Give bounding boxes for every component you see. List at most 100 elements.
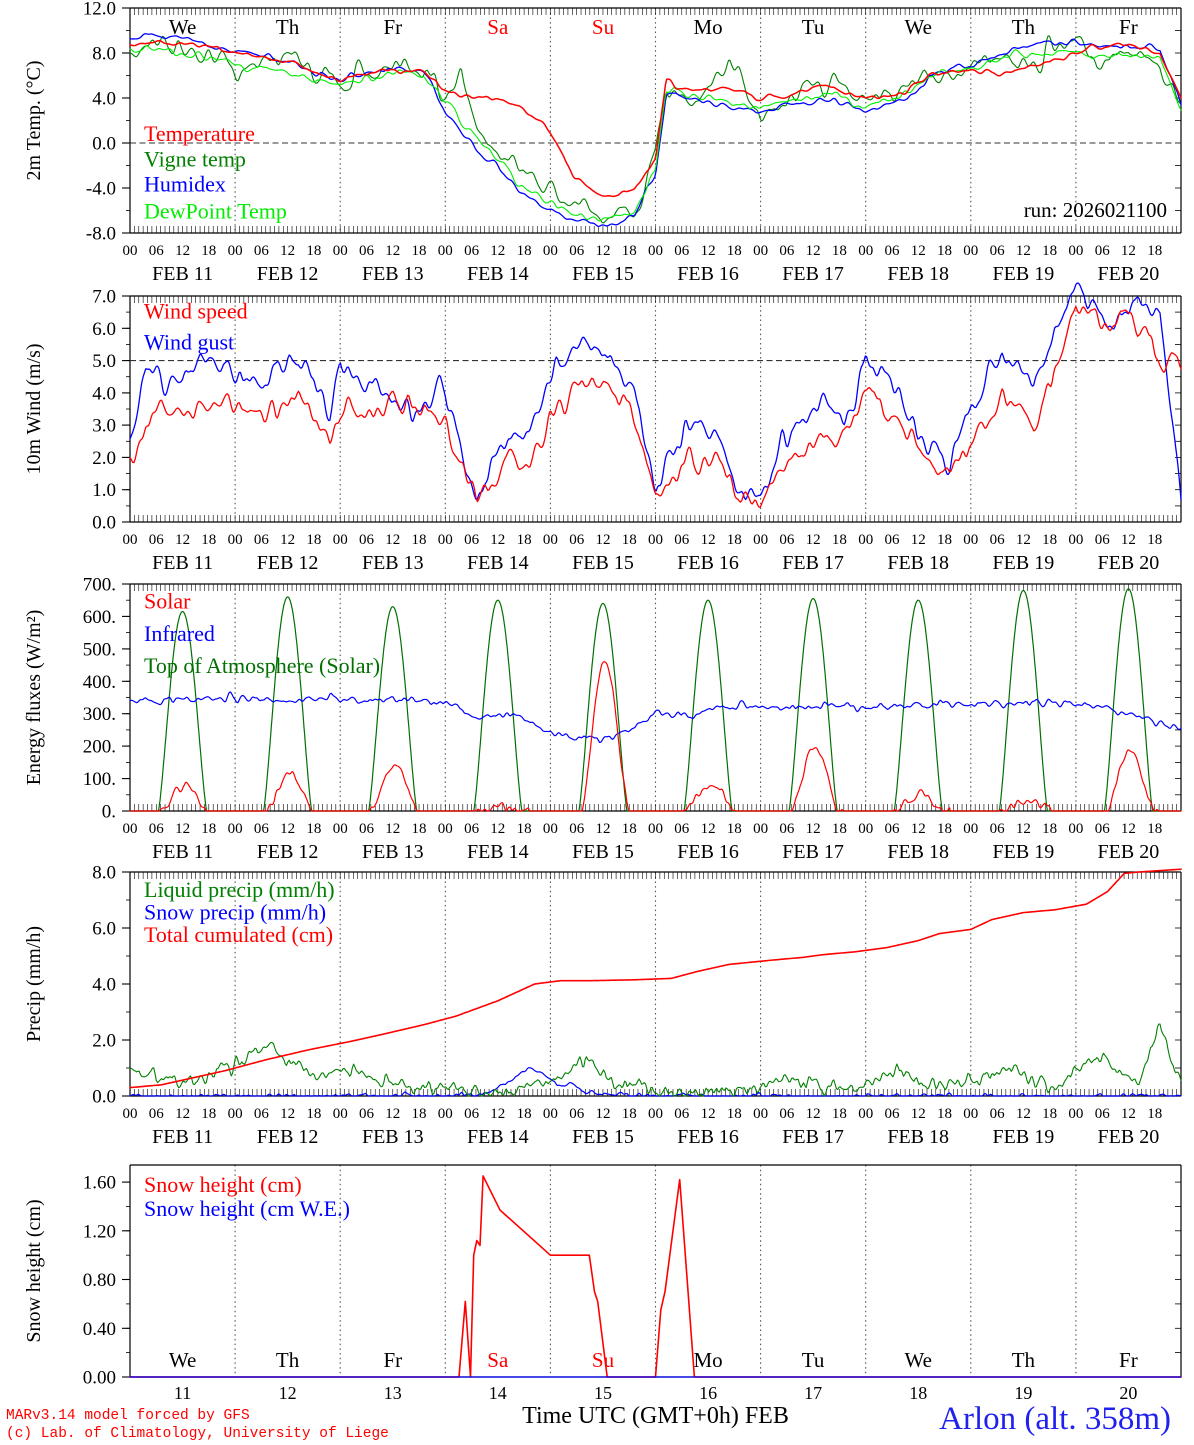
svg-text:Fr: Fr: [383, 15, 402, 39]
svg-text:00: 00: [333, 821, 348, 837]
svg-text:18: 18: [1042, 821, 1057, 837]
svg-text:06: 06: [1095, 821, 1111, 837]
svg-text:FEB 13: FEB 13: [362, 1126, 424, 1148]
svg-text:FEB 16: FEB 16: [677, 552, 739, 574]
svg-text:Top of Atmosphere (Solar): Top of Atmosphere (Solar): [144, 653, 380, 678]
svg-text:4.0: 4.0: [92, 383, 116, 404]
svg-text:4.0: 4.0: [92, 89, 116, 110]
svg-text:06: 06: [149, 821, 165, 837]
svg-text:FEB 11: FEB 11: [152, 841, 213, 863]
svg-text:06: 06: [779, 821, 795, 837]
svg-text:16: 16: [699, 1383, 717, 1403]
svg-text:700.: 700.: [83, 575, 116, 596]
svg-text:5.0: 5.0: [92, 351, 116, 372]
svg-text:Th: Th: [1012, 1348, 1036, 1372]
svg-text:00: 00: [753, 1106, 768, 1122]
svg-text:18: 18: [937, 532, 952, 548]
svg-text:06: 06: [359, 532, 375, 548]
svg-text:600.: 600.: [83, 607, 116, 628]
svg-text:06: 06: [464, 243, 480, 259]
svg-text:18: 18: [517, 1106, 532, 1122]
svg-text:12: 12: [279, 1383, 297, 1403]
svg-text:12: 12: [280, 243, 295, 259]
svg-text:Humidex: Humidex: [144, 171, 226, 196]
svg-text:00: 00: [543, 821, 558, 837]
svg-text:00: 00: [123, 532, 138, 548]
svg-text:FEB 20: FEB 20: [1098, 1126, 1160, 1148]
svg-text:11: 11: [174, 1383, 191, 1403]
svg-text:12: 12: [701, 821, 716, 837]
svg-text:Solar: Solar: [144, 588, 191, 613]
svg-text:00: 00: [543, 532, 558, 548]
svg-text:FEB 12: FEB 12: [257, 552, 319, 574]
svg-text:00: 00: [438, 532, 453, 548]
svg-text:18: 18: [412, 243, 427, 259]
svg-text:18: 18: [517, 243, 532, 259]
svg-text:0.0: 0.0: [92, 1087, 116, 1108]
svg-text:18: 18: [201, 1106, 216, 1122]
svg-text:Th: Th: [276, 15, 300, 39]
svg-text:We: We: [169, 15, 196, 39]
svg-text:12: 12: [280, 1106, 295, 1122]
svg-text:06: 06: [464, 821, 480, 837]
svg-text:00: 00: [123, 821, 138, 837]
svg-text:18: 18: [306, 243, 321, 259]
svg-text:12: 12: [385, 243, 400, 259]
svg-text:FEB 15: FEB 15: [572, 263, 634, 285]
svg-text:FEB 13: FEB 13: [362, 841, 424, 863]
svg-text:00: 00: [858, 821, 873, 837]
svg-text:10m Wind (m/s): 10m Wind (m/s): [23, 343, 45, 474]
svg-text:06: 06: [885, 532, 901, 548]
svg-text:12: 12: [280, 532, 295, 548]
svg-text:(c) Lab. of Climatology, Unive: (c) Lab. of Climatology, University of L…: [6, 1426, 389, 1440]
svg-text:FEB 12: FEB 12: [257, 841, 319, 863]
svg-text:12: 12: [596, 1106, 611, 1122]
svg-text:00: 00: [753, 532, 768, 548]
svg-text:00: 00: [648, 821, 663, 837]
svg-text:300.: 300.: [83, 704, 116, 725]
svg-text:12: 12: [175, 243, 190, 259]
svg-text:Wind gust: Wind gust: [144, 329, 234, 354]
svg-text:18: 18: [306, 821, 321, 837]
svg-text:12: 12: [806, 243, 821, 259]
svg-text:06: 06: [674, 243, 690, 259]
svg-text:06: 06: [254, 243, 270, 259]
svg-text:06: 06: [149, 532, 165, 548]
svg-text:00: 00: [333, 243, 348, 259]
svg-text:06: 06: [779, 532, 795, 548]
svg-text:12: 12: [806, 532, 821, 548]
svg-text:00: 00: [858, 243, 873, 259]
svg-text:06: 06: [254, 821, 270, 837]
svg-text:FEB 16: FEB 16: [677, 263, 739, 285]
svg-text:Liquid precip (mm/h): Liquid precip (mm/h): [144, 877, 335, 902]
svg-text:FEB 11: FEB 11: [152, 1126, 213, 1148]
svg-text:Energy fluxes (W/m²): Energy fluxes (W/m²): [23, 610, 45, 786]
svg-text:DewPoint Temp: DewPoint Temp: [144, 198, 287, 223]
svg-text:12: 12: [385, 532, 400, 548]
svg-text:18: 18: [937, 1106, 952, 1122]
svg-text:06: 06: [885, 821, 901, 837]
svg-text:Snow precip (mm/h): Snow precip (mm/h): [144, 900, 326, 925]
svg-text:06: 06: [1095, 532, 1111, 548]
svg-text:18: 18: [622, 821, 637, 837]
svg-text:06: 06: [569, 1106, 585, 1122]
svg-text:12: 12: [175, 532, 190, 548]
svg-text:We: We: [169, 1348, 196, 1372]
svg-text:8.0: 8.0: [92, 44, 116, 65]
svg-text:12: 12: [490, 1106, 505, 1122]
svg-text:MARv3.14 model forced by GFS: MARv3.14 model forced by GFS: [6, 1408, 250, 1424]
svg-text:FEB 18: FEB 18: [887, 1126, 949, 1148]
svg-text:18: 18: [1042, 243, 1057, 259]
svg-text:FEB 17: FEB 17: [782, 1126, 844, 1148]
svg-text:Tu: Tu: [802, 15, 825, 39]
svg-text:12: 12: [1121, 532, 1136, 548]
svg-text:06: 06: [359, 1106, 375, 1122]
svg-text:06: 06: [569, 532, 585, 548]
svg-text:FEB 13: FEB 13: [362, 263, 424, 285]
svg-text:12: 12: [175, 1106, 190, 1122]
svg-text:0.0: 0.0: [92, 513, 116, 534]
svg-text:12: 12: [911, 243, 926, 259]
svg-text:18: 18: [201, 821, 216, 837]
svg-text:FEB 19: FEB 19: [993, 841, 1055, 863]
svg-text:20: 20: [1119, 1383, 1137, 1403]
